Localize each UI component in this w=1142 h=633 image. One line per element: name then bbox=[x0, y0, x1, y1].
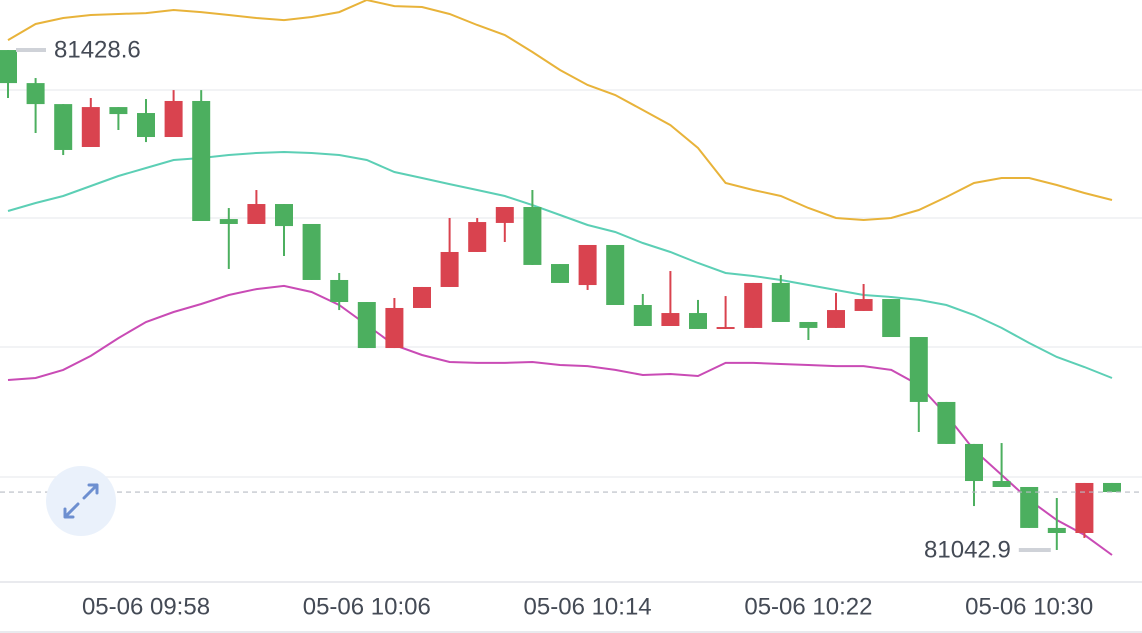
candle-body bbox=[137, 113, 155, 138]
candle-body bbox=[219, 219, 238, 224]
candle-body bbox=[247, 204, 266, 224]
candle-body bbox=[578, 244, 597, 286]
x-tick-label: 05-06 10:14 bbox=[524, 593, 652, 620]
band-line bbox=[7, 0, 1113, 222]
candle-body bbox=[882, 299, 901, 338]
candle-body bbox=[413, 286, 431, 308]
candle-body bbox=[661, 313, 680, 326]
candle-body bbox=[275, 204, 293, 227]
candle-body bbox=[992, 481, 1011, 487]
candle-body bbox=[440, 251, 459, 287]
candle-body bbox=[81, 107, 100, 147]
high-label: 81428.6 bbox=[54, 36, 141, 63]
candle-body bbox=[1103, 482, 1121, 493]
candle-body bbox=[633, 304, 652, 326]
expand-button[interactable] bbox=[46, 466, 116, 536]
x-tick-label: 05-06 10:06 bbox=[303, 593, 431, 620]
plot-area: 05-06 09:58 05-06 10:06 05-06 10:14 05-06 1… bbox=[0, 0, 1142, 620]
candle-body bbox=[1047, 527, 1066, 534]
candle-body bbox=[0, 50, 17, 84]
candle-body bbox=[523, 207, 542, 265]
candle-body bbox=[330, 279, 349, 303]
candle-body bbox=[468, 222, 487, 252]
candle-body bbox=[1020, 486, 1039, 528]
candle-body bbox=[771, 282, 790, 322]
gridlines bbox=[0, 89, 1142, 633]
candle-body bbox=[495, 207, 514, 223]
candle-body bbox=[909, 337, 928, 402]
candle-body bbox=[164, 100, 183, 138]
candle-body bbox=[302, 223, 321, 280]
x-tick-label: 05-06 10:30 bbox=[965, 593, 1093, 620]
candle-body bbox=[109, 107, 128, 115]
candle-body bbox=[799, 321, 818, 328]
expand-icon[interactable] bbox=[63, 483, 99, 519]
candle-body bbox=[965, 443, 983, 482]
candle-body bbox=[551, 264, 569, 283]
candle-body bbox=[854, 299, 873, 311]
candle-body bbox=[385, 307, 404, 349]
candle-body bbox=[606, 244, 625, 305]
x-tick-label: 05-06 10:22 bbox=[744, 593, 872, 620]
candle-body bbox=[357, 302, 376, 349]
expand-button-bg[interactable] bbox=[46, 466, 116, 536]
candle-body bbox=[744, 282, 763, 328]
candle-body bbox=[54, 104, 73, 150]
candle-body bbox=[716, 327, 735, 329]
candle-body bbox=[689, 313, 707, 329]
candle-body bbox=[937, 401, 956, 444]
band-line bbox=[7, 284, 1113, 556]
candle-body bbox=[26, 83, 45, 105]
candle-body bbox=[1075, 482, 1094, 534]
band-line bbox=[7, 150, 1113, 379]
low-label: 81042.9 bbox=[924, 536, 1011, 563]
x-tick-label: 05-06 09:58 bbox=[82, 593, 210, 620]
candle-body bbox=[827, 310, 845, 328]
candle-body bbox=[192, 100, 211, 222]
